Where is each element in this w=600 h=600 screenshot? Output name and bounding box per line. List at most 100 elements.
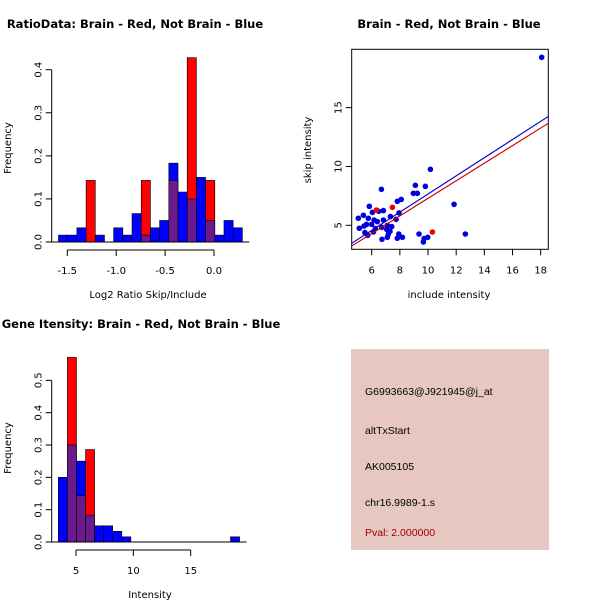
ratio-hist-ylabel: Frequency (3, 122, 14, 174)
point-not-brain (422, 183, 429, 190)
scatter-x-tick-label: 14 (478, 265, 491, 276)
ratio-hist-bar-overlap (168, 180, 179, 243)
intensity-hist-title: Gene Itensity: Brain - Red, Not Brain - … (2, 317, 281, 331)
intensity-hist-bar-overlap (76, 495, 86, 543)
ratio-hist-bar-overlap (205, 220, 216, 243)
point-not-brain (451, 201, 457, 208)
point-not-brain (368, 221, 375, 228)
point-not-brain (360, 212, 367, 219)
point-not-brain (378, 186, 385, 193)
point-brain (429, 229, 436, 235)
scatter-y-tick-label: 10 (334, 160, 345, 173)
ratio-hist-bar-not-brain (232, 227, 243, 243)
probe-id: G6993663@J921945@j_at (365, 386, 493, 398)
intensity-hist-y-tick-label: 0.4 (34, 405, 45, 421)
intensity-hist-y-tick-label: 0.0 (34, 534, 45, 550)
intensity-hist-y-tick-label: 0.2 (34, 469, 45, 485)
point-brain (389, 204, 396, 211)
point-not-brain (416, 231, 422, 237)
ratio-hist-y-tick-label: 0.2 (34, 148, 45, 164)
scatter-y-tick-label: 5 (334, 222, 345, 228)
scatter-x-tick-label: 18 (534, 265, 547, 276)
scatter-xlabel: include intensity (408, 290, 491, 301)
scatter-x-tick-label: 12 (450, 265, 463, 276)
ratio-hist-bar-not-brain (196, 177, 206, 243)
fit-line-not-brain (351, 115, 549, 244)
ratio-hist-bar-not-brain (122, 234, 133, 243)
scatter-ylabel: skip intensity (303, 117, 314, 184)
ratio-hist-xlabel: Log2 Ratio Skip/Include (89, 290, 206, 301)
point-not-brain (374, 218, 381, 225)
ratio-hist-bar-not-brain (214, 234, 225, 243)
point-not-brain (538, 54, 545, 61)
ratio-hist-x-tick-label: -1.0 (106, 266, 126, 277)
pval-text: Pval: 2.000000 (365, 527, 436, 539)
point-not-brain (462, 231, 469, 237)
probe-info-panel: G6993663@J921945@j_at altTxStart AK00510… (351, 349, 549, 550)
point-not-brain (414, 190, 421, 197)
intensity-hist-bar-not-brain (58, 477, 68, 543)
ratio-hist-bar-not-brain (159, 220, 170, 243)
scatter-plot-box (351, 48, 549, 250)
point-not-brain (410, 190, 417, 197)
scatter-y-tick-label: 15 (334, 101, 345, 114)
genomic-location: chr16.9989-1.s (365, 497, 436, 509)
ratio-hist-bar-brain (85, 180, 96, 243)
event-type: altTxStart (365, 425, 410, 437)
scatter-title: Brain - Red, Not Brain - Blue (357, 17, 540, 31)
intensity-hist-ylabel: Frequency (3, 422, 14, 474)
intensity-hist-xlabel: Intensity (128, 590, 172, 600)
intensity-hist-bar-not-brain (121, 536, 132, 543)
intensity-hist-bar-not-brain (103, 525, 114, 543)
scatter-x-tick-label: 8 (397, 265, 403, 276)
ratio-hist-x-tick-label: -0.5 (155, 266, 175, 277)
ratio-hist-y-tick-label: 0.1 (34, 191, 45, 207)
ratio-hist-bar-not-brain (67, 234, 78, 243)
scatter-x-tick-label: 10 (422, 265, 435, 276)
ratio-hist-bar-not-brain (76, 227, 87, 243)
point-not-brain (394, 235, 401, 242)
ratio-hist-x-tick-label: 0.0 (206, 266, 222, 277)
intensity-hist-y-tick-label: 0.3 (34, 437, 45, 453)
ratio-hist-bar-not-brain (150, 227, 160, 243)
scatter-x-tick-label: 16 (506, 265, 519, 276)
intensity-hist-bar-overlap (85, 514, 95, 543)
point-not-brain (380, 207, 387, 214)
point-not-brain (356, 225, 363, 232)
ratio-hist-y-tick-label: 0.3 (34, 105, 45, 121)
point-brain (373, 207, 380, 213)
accession: AK005105 (365, 461, 415, 473)
point-not-brain (379, 236, 385, 243)
point-not-brain (366, 203, 373, 210)
ratio-hist-bar-overlap (186, 198, 197, 243)
intensity-hist-x-tick-label: 10 (127, 566, 140, 577)
intensity-hist-x-tick-label: 15 (184, 566, 197, 577)
ratio-hist-bar-not-brain (131, 213, 142, 243)
point-not-brain (424, 234, 431, 241)
fit-line-brain (351, 122, 549, 247)
intensity-hist-bar-not-brain (112, 531, 123, 543)
ratio-hist-bar-not-brain (113, 227, 124, 243)
intensity-hist-bar-not-brain (230, 536, 240, 543)
intensity-hist-y-tick-label: 0.1 (34, 502, 45, 518)
intensity-hist-bar-not-brain (94, 525, 104, 543)
point-not-brain (394, 198, 401, 205)
point-not-brain (355, 215, 362, 222)
point-not-brain (395, 231, 402, 237)
point-not-brain (427, 166, 434, 173)
ratio-hist-bar-not-brain (223, 220, 234, 243)
intensity-hist-y-tick-label: 0.5 (34, 372, 45, 388)
scatter-x-tick-label: 6 (369, 265, 375, 276)
ratio-hist-title: RatioData: Brain - Red, Not Brain - Blue (7, 17, 264, 31)
ratio-hist-bar-overlap (140, 234, 151, 243)
ratio-hist-bar-not-brain (177, 191, 188, 243)
point-not-brain (361, 223, 367, 229)
point-not-brain (388, 223, 395, 230)
ratio-hist-y-tick-label: 0.4 (34, 62, 45, 78)
ratio-hist-x-tick-label: -1.5 (58, 266, 78, 277)
point-not-brain (420, 239, 427, 245)
point-not-brain (412, 182, 419, 189)
ratio-hist-bar-brain (140, 180, 151, 243)
